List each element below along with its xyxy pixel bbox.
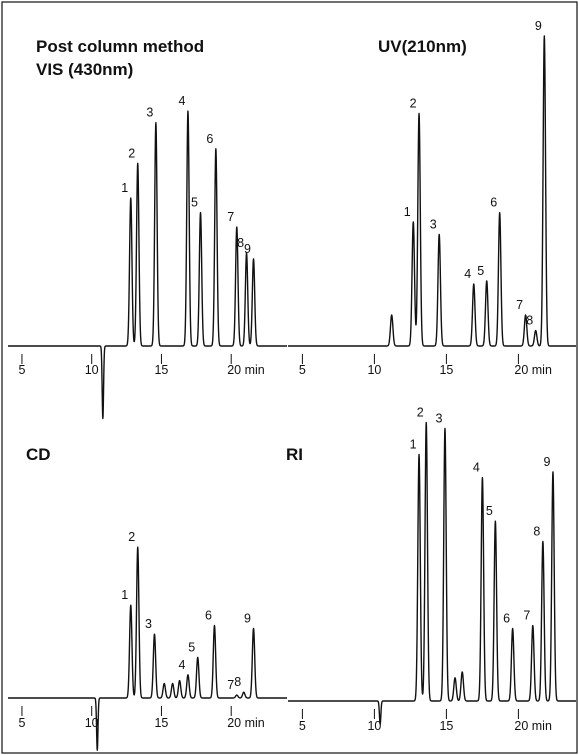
x-tick-label: 20 min	[227, 716, 265, 730]
peak-label: 7	[516, 298, 523, 312]
x-tick-label: 5	[299, 363, 306, 377]
chromatogram-trace	[7, 110, 288, 420]
x-tick-label: 10	[85, 716, 99, 730]
peak-label: 8	[234, 675, 241, 689]
peak-label: 7	[227, 210, 234, 224]
peak-label: 3	[435, 411, 442, 425]
peak-label: 1	[410, 438, 417, 452]
x-tick-label: 10	[367, 363, 381, 377]
chromatogram-trace	[287, 421, 577, 725]
peak-label: 6	[205, 609, 212, 623]
peak-label: 3	[430, 217, 437, 231]
peak-label: 5	[191, 196, 198, 210]
x-tick-label: 5	[18, 363, 25, 377]
peak-label: 2	[128, 146, 135, 160]
peak-label: 3	[145, 617, 152, 631]
peak-label: 9	[244, 611, 251, 625]
x-tick-label: 10	[367, 719, 381, 733]
x-tick-label: 5	[18, 716, 25, 730]
peak-label: 2	[128, 530, 135, 544]
peak-label: 7	[227, 678, 234, 692]
peak-label: 2	[410, 96, 417, 110]
panel-title: Post column method	[36, 37, 204, 56]
x-tick-label: 15	[439, 719, 453, 733]
panel-title: RI	[286, 445, 303, 464]
panel-title: CD	[26, 445, 51, 464]
x-tick-label: 15	[154, 716, 168, 730]
panel-title: UV(210nm)	[378, 37, 467, 56]
peak-label: 1	[121, 588, 128, 602]
peak-label: 1	[121, 181, 128, 195]
peak-label: 9	[543, 455, 550, 469]
chromatogram-trace	[287, 35, 577, 347]
peak-label: 9	[244, 242, 251, 256]
x-tick-label: 20 min	[227, 363, 265, 377]
peak-label: 7	[523, 609, 530, 623]
x-tick-label: 5	[299, 719, 306, 733]
peak-label: 4	[178, 94, 185, 108]
peak-label: 8	[237, 236, 244, 250]
peak-label: 6	[490, 196, 497, 210]
x-tick-label: 20 min	[514, 719, 552, 733]
peak-label: 2	[417, 406, 424, 420]
peak-label: 6	[503, 612, 510, 626]
peak-label: 6	[206, 132, 213, 146]
peak-label: 5	[477, 264, 484, 278]
peak-label: 5	[486, 504, 493, 518]
peak-label: 8	[533, 525, 540, 539]
peak-label: 8	[526, 314, 533, 328]
x-tick-label: 15	[154, 363, 168, 377]
panel-title: VIS (430nm)	[36, 60, 133, 79]
peak-label: 3	[146, 106, 153, 120]
peak-label: 4	[178, 658, 185, 672]
peak-label: 1	[404, 205, 411, 219]
peak-label: 9	[535, 19, 542, 33]
peak-label: 5	[188, 640, 195, 654]
x-tick-label: 20 min	[514, 363, 552, 377]
peak-label: 4	[464, 267, 471, 281]
x-tick-label: 10	[85, 363, 99, 377]
x-tick-label: 15	[439, 363, 453, 377]
chromatogram-trace	[7, 546, 288, 751]
peak-label: 4	[473, 461, 480, 475]
